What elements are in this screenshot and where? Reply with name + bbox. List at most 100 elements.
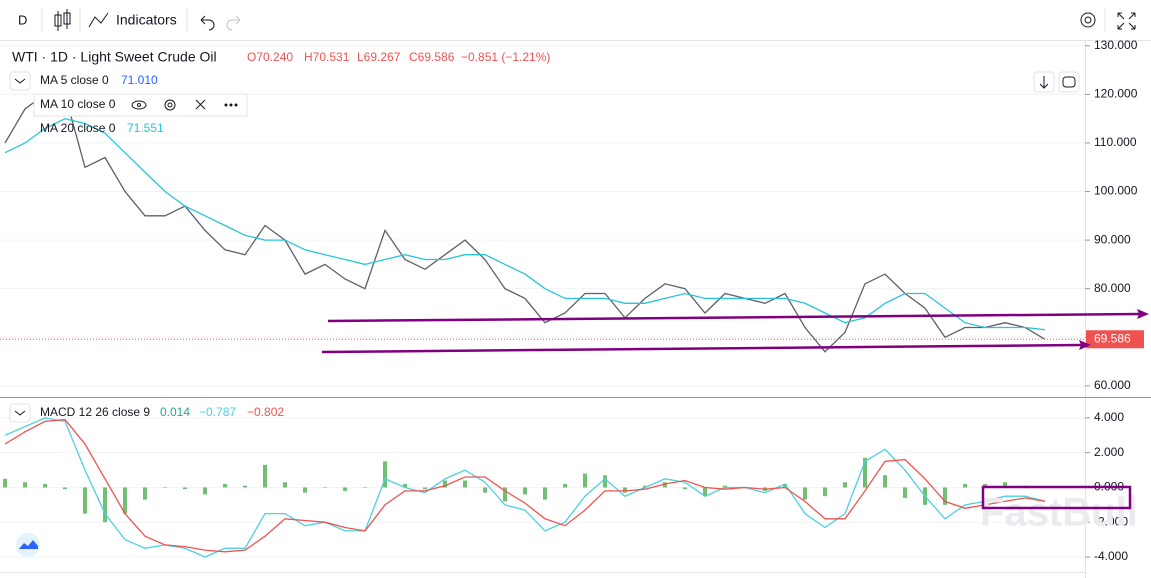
study-value: 0.014 [160, 405, 190, 419]
settings-button[interactable] [1080, 12, 1096, 28]
grid: 130.000 120.000 110.000 100.000 90.000 80.000… [0, 38, 1138, 563]
maximize-button[interactable] [1058, 71, 1080, 93]
histogram-bar [823, 487, 827, 497]
histogram-bar [3, 478, 7, 488]
undo-button[interactable] [200, 15, 215, 31]
histogram-bar [283, 482, 287, 488]
chart-type-button[interactable] [54, 9, 71, 31]
data: 69.586 [0, 93, 1144, 558]
study-label: MA 5 close 0 [40, 73, 109, 87]
collapse-button[interactable] [9, 403, 31, 423]
y-tick-label: 60.000 [1094, 378, 1131, 392]
ohlc-low: L69.267 [357, 50, 401, 64]
histogram-bar [463, 480, 467, 488]
study-value: 71.010 [121, 73, 158, 87]
study-label: MACD 12 26 close 9 [40, 405, 150, 419]
histogram-bar [143, 487, 147, 500]
study-value: 71.551 [127, 121, 164, 135]
y-tick-label: 90.000 [1094, 232, 1131, 246]
histogram-bar [403, 483, 407, 488]
histogram-bar [543, 487, 547, 500]
y-tick-label: 2.000 [1094, 445, 1124, 459]
series-line [4, 118, 1046, 331]
y-tick-label: -2.000 [1094, 514, 1128, 528]
y-tick-label: -4.000 [1094, 549, 1128, 563]
histogram-bar [683, 487, 687, 490]
redo-button[interactable] [226, 15, 241, 31]
histogram-bar [363, 487, 367, 488]
series-line [4, 417, 1046, 558]
histogram-bar [1003, 482, 1007, 488]
histogram-bar [663, 482, 667, 488]
histogram-bar [263, 464, 267, 488]
histogram-bar [783, 483, 787, 488]
histogram-bar [983, 483, 987, 488]
histogram-bar [703, 487, 707, 497]
histogram-bar [503, 487, 507, 502]
histogram-bar [883, 475, 887, 488]
histogram-bar [583, 473, 587, 488]
price-legend: WTI · 1D · Light Sweet Crude Oil O70.240… [9, 49, 1080, 135]
histogram-bar [423, 487, 427, 490]
histogram-bar [183, 487, 187, 490]
y-tick-label: 4.000 [1094, 410, 1124, 424]
fullscreen-button[interactable] [1117, 12, 1136, 30]
histogram-bar [943, 487, 947, 505]
y-tick-label: 110.000 [1094, 135, 1137, 149]
histogram-bar [383, 461, 387, 488]
histogram-bar [103, 487, 107, 523]
histogram-bar [523, 487, 527, 495]
series-line [4, 418, 1046, 553]
histogram-bar [63, 487, 67, 490]
histogram-bar [603, 475, 607, 488]
study-label: MA 10 close 0 [40, 97, 116, 111]
indicators-icon[interactable] [88, 12, 109, 28]
y-tick-label: 100.000 [1094, 184, 1138, 198]
ohlc-open: O70.240 [247, 50, 293, 64]
histogram-bar [563, 483, 567, 488]
ohlc-change: −0.851 (−1.21%) [461, 50, 550, 64]
y-tick-label: 80.000 [1094, 281, 1131, 295]
symbol-title: WTI · 1D · Light Sweet Crude Oil [12, 49, 217, 65]
histogram-bar [43, 483, 47, 488]
histogram-bar [803, 487, 807, 500]
histogram-bar [83, 487, 87, 514]
series-line [4, 93, 1046, 353]
histogram-bar [123, 487, 127, 514]
interval-button[interactable]: D [18, 12, 27, 27]
study-value: −0.787 [199, 405, 236, 419]
histogram-bar [723, 485, 727, 488]
histogram-bar [303, 487, 307, 493]
indicators-button[interactable]: Indicators [116, 12, 177, 28]
histogram-bar [343, 487, 347, 491]
histogram-bar [163, 487, 167, 488]
histogram-bar [203, 487, 207, 495]
histogram-bar [843, 482, 847, 488]
collapse-icon [14, 78, 26, 84]
last-price-label: 69.586 [1094, 331, 1131, 345]
histogram-bar [623, 487, 627, 493]
histogram-bar [243, 485, 247, 488]
ohlc-close: C69.586 [409, 50, 455, 64]
study-actions[interactable] [131, 99, 238, 111]
chart-logo [16, 533, 40, 557]
collapse-button[interactable] [9, 71, 31, 91]
toolbar [0, 0, 1151, 40]
histogram-bar [643, 485, 647, 488]
histogram-bar [23, 482, 27, 488]
histogram-bar [443, 480, 447, 488]
histogram-bar [483, 487, 487, 493]
maximize-icon [1062, 76, 1076, 88]
collapse-icon [14, 410, 26, 416]
ohlc-high: H70.531 [304, 50, 350, 64]
y-tick-label: 120.000 [1094, 87, 1138, 101]
histogram-bar [223, 483, 227, 488]
study-value: −0.802 [247, 405, 284, 419]
watermark: FastBull [980, 491, 1138, 535]
histogram-bar [323, 487, 327, 488]
macd-legend: MACD 12 26 close 9 0.014 −0.787 −0.802 [9, 403, 284, 423]
histogram-bar [963, 483, 967, 488]
y-tick-label: 130.000 [1094, 38, 1138, 52]
trend-lines [321, 309, 1149, 510]
